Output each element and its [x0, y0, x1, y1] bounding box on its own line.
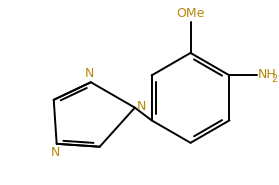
- Text: N: N: [85, 67, 95, 80]
- Text: NH: NH: [258, 68, 276, 81]
- Text: N: N: [51, 146, 60, 159]
- Text: N: N: [137, 100, 146, 113]
- Text: OMe: OMe: [176, 7, 205, 20]
- Text: 2: 2: [271, 74, 278, 84]
